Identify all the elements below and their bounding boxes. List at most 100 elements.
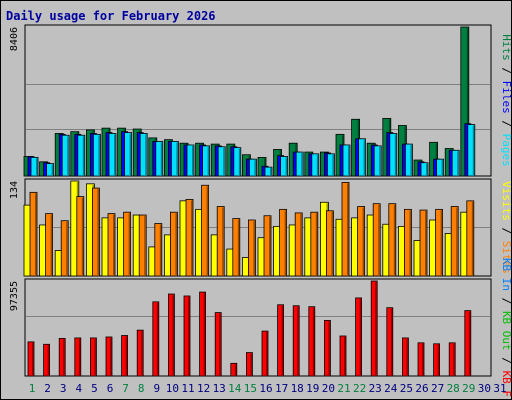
bar-sites-day-6: [107, 213, 116, 277]
bar-kbytes-day-1: [27, 341, 35, 377]
x-tick-day-13: 13: [213, 382, 226, 395]
bar-sites-day-7: [123, 211, 131, 277]
x-tick-day-21: 21: [337, 382, 350, 395]
bar-pages-day-6: [108, 133, 117, 177]
chart-title: Daily usage for February 2026: [6, 9, 216, 23]
bar-kbytes-day-26: [417, 342, 425, 377]
legend-separator: /: [500, 61, 512, 81]
bar-sites-day-5: [92, 187, 100, 277]
bar-pages-day-4: [77, 134, 86, 177]
bar-kbytes-day-27: [433, 343, 441, 377]
bar-pages-day-29: [467, 124, 476, 177]
bar-sites-day-16: [263, 215, 272, 277]
bar-kbytes-day-10: [167, 293, 175, 377]
bar-kbytes-day-28: [448, 342, 456, 377]
bar-sites-day-23: [372, 203, 381, 277]
bar-kbytes-day-20: [323, 319, 331, 377]
bar-pages-day-20: [326, 153, 335, 177]
x-tick-day-4: 4: [75, 382, 82, 395]
bar-kbytes-day-16: [261, 330, 269, 377]
x-tick-day-6: 6: [107, 382, 114, 395]
x-tick-day-8: 8: [138, 382, 145, 395]
bar-pages-day-11: [186, 144, 195, 177]
bar-pages-day-21: [342, 144, 351, 177]
legend-pages: Pages: [500, 134, 512, 167]
x-tick-day-27: 27: [431, 382, 444, 395]
x-tick-day-31: 31: [493, 382, 506, 395]
x-tick-day-20: 20: [322, 382, 335, 395]
legend-kb-in: KB In: [500, 258, 512, 291]
bar-kbytes-day-22: [355, 297, 363, 377]
bar-sites-day-28: [450, 206, 459, 277]
x-tick-day-29: 29: [462, 382, 475, 395]
legend-group-0: Hits / Files / Pages: [500, 34, 512, 167]
bar-sites-day-22: [357, 206, 366, 277]
bar-kbytes-day-9: [152, 301, 160, 377]
bar-pages-day-27: [436, 158, 445, 177]
bar-kbytes-day-7: [121, 335, 128, 377]
bar-pages-day-1: [30, 156, 39, 177]
bar-pages-day-18: [295, 151, 304, 177]
bar-sites-day-26: [419, 209, 428, 277]
legend-separator: /: [500, 351, 512, 371]
bar-pages-day-16: [264, 166, 273, 177]
x-tick-day-15: 15: [244, 382, 257, 395]
ymax-label-visits-sites: 134: [9, 181, 20, 199]
bar-kbytes-day-29: [464, 310, 472, 377]
bar-sites-day-21: [341, 182, 350, 277]
bar-sites-day-9: [154, 223, 163, 277]
plot-area-kbytes: [24, 278, 492, 377]
x-tick-day-18: 18: [291, 382, 304, 395]
bar-sites-day-12: [201, 184, 210, 277]
legend-separator: /: [500, 114, 512, 134]
bar-kbytes-day-14: [230, 362, 238, 377]
bar-kbytes-day-21: [339, 335, 347, 377]
x-tick-day-19: 19: [306, 382, 319, 395]
x-tick-day-10: 10: [166, 382, 179, 395]
x-tick-day-7: 7: [122, 382, 129, 395]
bar-pages-day-15: [248, 158, 257, 177]
x-tick-day-26: 26: [415, 382, 428, 395]
x-tick-day-14: 14: [228, 382, 242, 395]
bar-sites-day-1: [29, 191, 38, 277]
bar-pages-day-12: [202, 145, 211, 177]
x-tick-day-23: 23: [369, 382, 382, 395]
bar-pages-day-8: [139, 133, 148, 177]
bar-pages-day-19: [311, 153, 320, 177]
x-tick-day-22: 22: [353, 382, 366, 395]
legend-separator: /: [500, 221, 512, 241]
bar-sites-day-25: [403, 208, 412, 277]
bar-pages-day-13: [217, 146, 226, 177]
bar-kbytes-day-4: [74, 337, 82, 377]
bar-kbytes-day-8: [136, 329, 144, 377]
bar-pages-day-25: [404, 143, 413, 177]
legend-hits: Hits: [500, 34, 512, 61]
x-tick-day-16: 16: [259, 382, 272, 395]
bar-sites-day-4: [76, 196, 85, 277]
legend-kb-out: KB Out: [500, 311, 512, 351]
bar-kbytes-day-12: [199, 291, 207, 377]
bar-sites-day-29: [466, 200, 475, 277]
legend-sites: Sites: [500, 241, 512, 274]
bar-kbytes-day-3: [58, 338, 66, 377]
bar-sites-day-24: [388, 203, 397, 277]
x-tick-day-25: 25: [400, 382, 413, 395]
x-tick-day-2: 2: [44, 382, 51, 395]
bar-pages-day-22: [358, 138, 367, 177]
x-tick-day-11: 11: [181, 382, 194, 395]
legend-group-1: Visits / Sites: [500, 181, 512, 274]
bar-sites-day-3: [60, 220, 69, 277]
bar-sites-day-14: [232, 218, 241, 277]
bar-kbytes-day-6: [105, 336, 113, 377]
x-tick-day-30: 30: [478, 382, 491, 395]
x-tick-day-5: 5: [91, 382, 98, 395]
ymax-label-hits-files-pages: 8406: [9, 27, 20, 51]
bar-pages-day-3: [61, 134, 70, 177]
x-tick-day-3: 3: [60, 382, 67, 395]
bar-kbytes-day-15: [245, 352, 253, 377]
bar-kbytes-day-24: [386, 307, 394, 377]
legend-separator: /: [500, 291, 512, 311]
legend-kb-f: KB F: [500, 371, 512, 398]
bar-pages-day-7: [124, 132, 132, 177]
ymax-label-kbytes: 97355: [9, 281, 20, 311]
